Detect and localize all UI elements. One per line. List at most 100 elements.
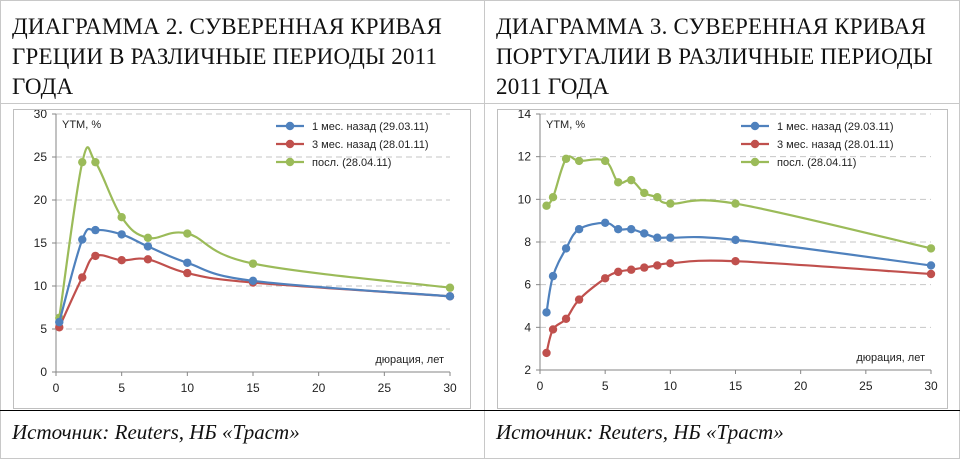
data-point: [600, 156, 610, 166]
data-point: [183, 229, 192, 238]
data-point: [640, 263, 649, 272]
chart-portugal-svg: 2 4 6 8 10 12 14 0 5 10 15 20 25 30 YTM, % дюрация, лет…: [518, 107, 938, 393]
x-tick-label: 0: [53, 381, 60, 395]
legend-swatch-marker: [750, 121, 760, 131]
data-point: [561, 244, 571, 253]
data-point: [600, 218, 610, 227]
x-axis-label: дюрация, лет: [375, 354, 444, 366]
data-point: [548, 325, 558, 334]
data-point: [117, 256, 126, 265]
data-point: [640, 229, 649, 238]
x-tick-label: 20: [312, 381, 326, 395]
y-tick-label: 2: [524, 363, 531, 377]
source-divider: [0, 410, 960, 411]
data-point: [78, 157, 87, 167]
data-point: [548, 193, 558, 202]
data-point: [548, 271, 558, 281]
y-tick-label: 4: [524, 320, 531, 334]
data-point: [91, 251, 100, 261]
data-point: [143, 233, 153, 243]
chart-greece-svg: 0 5 10 15 20 25 30 0 5 10 15 20 25 30 YTM, % дюрация, л…: [34, 107, 457, 395]
x-tick-label: 10: [664, 379, 678, 393]
x-tick-label: 30: [924, 379, 938, 393]
data-point: [117, 230, 126, 239]
y-tick-label: 0: [40, 365, 47, 379]
x-tick-label: 20: [794, 379, 808, 393]
data-point: [574, 295, 584, 304]
series-line: [545, 221, 932, 313]
data-point: [117, 213, 126, 222]
data-point: [731, 235, 740, 245]
data-point: [653, 193, 662, 202]
data-point: [926, 269, 936, 279]
legend-entry: 3 мес. назад (28.01.11): [777, 139, 894, 151]
data-point: [143, 255, 153, 264]
x-tick-label: 30: [443, 381, 457, 395]
data-point: [183, 268, 192, 278]
legend-entry: 1 мес. назад (29.03.11): [777, 121, 894, 133]
data-point: [926, 244, 936, 253]
data-point: [542, 201, 551, 210]
source-note-portugal: Источник: Reuters, НБ «Траст»: [496, 420, 784, 444]
data-point: [627, 225, 636, 234]
data-point: [78, 273, 87, 282]
y-tick-label: 10: [518, 192, 532, 206]
data-point: [731, 257, 740, 266]
legend-swatch-marker: [285, 121, 295, 131]
y-tick-label: 12: [518, 150, 532, 164]
legend-entry: 3 мес. назад (28.01.11): [312, 139, 429, 151]
chart-portugal: 2 4 6 8 10 12 14 0 5 10 15 20 25 30 YTM, % дюрация, лет…: [497, 107, 948, 409]
data-point: [78, 235, 87, 244]
source-note-greece: Источник: Reuters, НБ «Траст»: [12, 420, 300, 444]
chart-greece: 0 5 10 15 20 25 30 0 5 10 15 20 25 30 YTM, % дюрация, л…: [13, 107, 471, 409]
data-point: [614, 225, 623, 234]
legend-entry: посл. (28.04.11): [777, 157, 856, 169]
data-point: [445, 292, 455, 301]
data-point: [614, 267, 623, 277]
data-point: [574, 225, 584, 234]
x-tick-label: 0: [537, 379, 544, 393]
data-point: [248, 259, 258, 268]
y-axis-label: YTM, %: [546, 119, 585, 131]
y-tick-label: 14: [518, 110, 532, 121]
data-point: [926, 261, 936, 270]
data-point: [666, 199, 675, 208]
data-point: [666, 233, 675, 242]
y-tick-label: 5: [40, 322, 47, 336]
legend-swatch-marker: [750, 139, 760, 149]
data-point: [542, 348, 551, 358]
data-point: [561, 314, 571, 323]
data-point: [91, 157, 100, 167]
data-point: [91, 225, 100, 235]
y-tick-label: 8: [524, 235, 531, 249]
data-point: [640, 188, 649, 198]
data-point: [542, 308, 551, 317]
y-tick-label: 15: [34, 236, 48, 250]
data-point: [653, 261, 662, 270]
data-point: [561, 154, 571, 163]
y-axis-label: YTM, %: [62, 119, 101, 131]
data-point: [614, 178, 623, 187]
data-point: [55, 317, 64, 327]
data-point: [666, 259, 675, 268]
y-tick-label: 20: [34, 193, 48, 207]
legend-entry: посл. (28.04.11): [312, 157, 391, 169]
y-tick-label: 25: [34, 150, 48, 164]
x-tick-label: 15: [729, 379, 743, 393]
x-tick-label: 5: [602, 379, 609, 393]
data-point: [574, 156, 584, 166]
column-divider: [484, 0, 485, 459]
x-tick-label: 5: [118, 381, 125, 395]
legend-swatch-marker: [285, 139, 295, 149]
x-tick-label: 25: [378, 381, 392, 395]
data-point: [183, 258, 192, 267]
x-tick-label: 15: [246, 381, 260, 395]
data-point: [627, 175, 636, 185]
title-divider: [0, 103, 960, 104]
legend-swatch-marker: [285, 157, 295, 167]
x-tick-label: 10: [181, 381, 195, 395]
data-point: [600, 274, 610, 283]
x-axis-label: дюрация, лет: [856, 352, 925, 364]
data-point: [445, 283, 455, 292]
data-point: [627, 265, 636, 274]
